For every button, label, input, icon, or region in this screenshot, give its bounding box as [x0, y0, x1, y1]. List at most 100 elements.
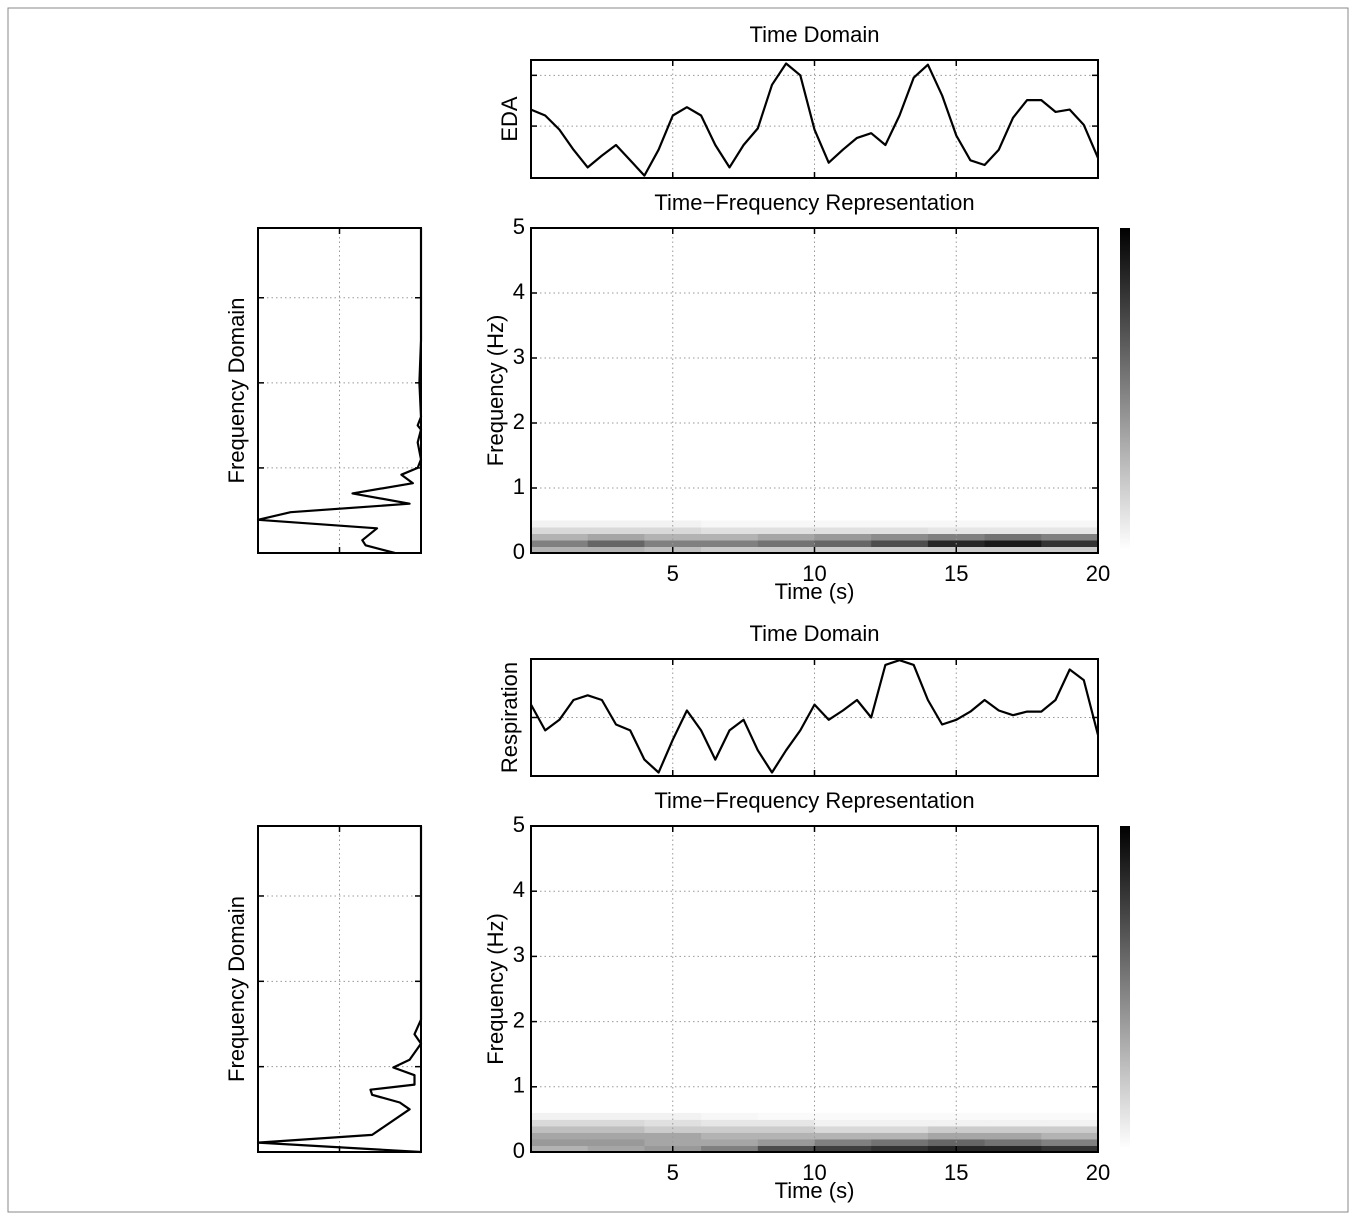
heatmap-cell: [531, 1119, 589, 1127]
heatmap-cell: [984, 1145, 1042, 1153]
heatmap-cell: [871, 1125, 929, 1133]
heatmap-cell: [587, 1138, 645, 1146]
plot-frame: [257, 825, 422, 1153]
heatmap-cell: [871, 533, 929, 541]
y-tick-label: 1: [513, 1073, 525, 1098]
heatmap-cell: [757, 1125, 815, 1133]
heatmap-cell: [814, 1145, 872, 1153]
heatmap-cell: [814, 533, 872, 541]
line: [530, 659, 1100, 774]
heatmap-cell: [1041, 520, 1099, 528]
y-tick-label: 2: [513, 1007, 525, 1032]
heatmap-cell: [757, 1138, 815, 1146]
heatmap-cell: [814, 527, 872, 534]
heatmap-cell: [871, 1145, 929, 1153]
heatmap-cell: [644, 1132, 702, 1140]
heatmap-cell: [531, 1112, 589, 1120]
heatmap-cell: [701, 1112, 759, 1120]
heatmap-cell: [531, 1145, 589, 1153]
heatmap-cell: [644, 520, 702, 528]
y-axis-label: Frequency Domain: [224, 298, 249, 484]
heatmap-cell: [587, 520, 645, 528]
heatmap-cell: [531, 540, 589, 547]
heatmap-cell: [587, 1125, 645, 1133]
x-tick-label: 20: [1086, 561, 1110, 586]
heatmap-cell: [814, 1112, 872, 1120]
heatmap-cell: [871, 1132, 929, 1140]
y-axis-label: Frequency Domain: [224, 896, 249, 1082]
y-tick-label: 4: [513, 877, 525, 902]
chart-title: Time Domain: [750, 621, 880, 646]
chart-title: Time−Frequency Representation: [654, 788, 974, 813]
x-axis-label: Time (s): [775, 579, 855, 604]
x-tick-label: 10: [802, 561, 826, 586]
x-tick-label: 5: [667, 1160, 679, 1185]
heatmap-cell: [587, 540, 645, 547]
heatmap-cell: [1041, 533, 1099, 541]
heatmap-cell: [871, 1112, 929, 1120]
heatmap-cell: [984, 1125, 1042, 1133]
heatmap-cell: [701, 520, 759, 528]
y-tick-label: 0: [513, 539, 525, 564]
heatmap-cell: [644, 1125, 702, 1133]
heatmap-cell: [757, 1132, 815, 1140]
heatmap-cell: [814, 520, 872, 528]
heatmap-cell: [927, 533, 986, 541]
y-tick-label: 3: [513, 942, 525, 967]
chart-title: Time Domain: [750, 22, 880, 47]
heatmap-cell: [587, 533, 645, 541]
heatmap-cell: [984, 1119, 1042, 1127]
heatmap-cell: [984, 1138, 1042, 1146]
line: [256, 228, 423, 555]
heatmap-cell: [531, 520, 589, 528]
heatmap-cell: [984, 533, 1042, 541]
x-axis-label: Time (s): [775, 1178, 855, 1203]
heatmap-cell: [757, 1119, 815, 1127]
heatmap-cell: [757, 533, 815, 541]
heatmap-cell: [644, 1112, 702, 1120]
heatmap-cell: [984, 520, 1042, 528]
line: [256, 826, 423, 1154]
heatmap-cell: [984, 546, 1042, 554]
chart-title: Time−Frequency Representation: [654, 190, 974, 215]
heatmap-cell: [757, 527, 815, 534]
heatmap-cell: [531, 546, 589, 554]
heatmap-cell: [1041, 1145, 1099, 1153]
plot-frame: [530, 59, 1099, 179]
heatmap-cell: [701, 1119, 759, 1127]
heatmap-cell: [814, 1119, 872, 1127]
heatmap-cell: [757, 1145, 815, 1153]
heatmap-cell: [984, 1132, 1042, 1140]
heatmap-cell: [927, 1112, 986, 1120]
heatmap-cell: [871, 520, 929, 528]
y-tick-label: 5: [513, 214, 525, 239]
heatmap-cell: [871, 546, 929, 554]
heatmap-cell: [1041, 1132, 1099, 1140]
y-axis-label: Frequency (Hz): [483, 913, 508, 1065]
heatmap-cell: [644, 533, 702, 541]
heatmap-cell: [927, 1119, 986, 1127]
colorbar: [1120, 826, 1130, 1149]
y-tick-label: 5: [513, 812, 525, 837]
heatmap-cell: [701, 527, 759, 534]
y-axis-label: Respiration: [497, 662, 522, 773]
x-tick-label: 15: [944, 1160, 968, 1185]
heatmap-cell: [814, 1125, 872, 1133]
heatmap-cell: [814, 546, 872, 554]
heatmap-cell: [871, 1119, 929, 1127]
x-tick-label: 15: [944, 561, 968, 586]
heatmap-cell: [701, 540, 759, 547]
heatmap-cell: [1041, 1125, 1099, 1133]
heatmap-cell: [814, 540, 872, 547]
y-tick-label: 1: [513, 474, 525, 499]
colorbar: [1120, 228, 1130, 550]
heatmap-cell: [701, 1125, 759, 1133]
heatmap-cell: [701, 1138, 759, 1146]
heatmap-cell: [644, 1119, 702, 1127]
figure-frame: [7, 7, 1349, 1213]
y-axis-label: Frequency (Hz): [483, 315, 508, 467]
heatmap-cell: [701, 1132, 759, 1140]
heatmap-cell: [587, 527, 645, 534]
heatmap-cell: [587, 1132, 645, 1140]
heatmap-cell: [701, 1145, 759, 1153]
